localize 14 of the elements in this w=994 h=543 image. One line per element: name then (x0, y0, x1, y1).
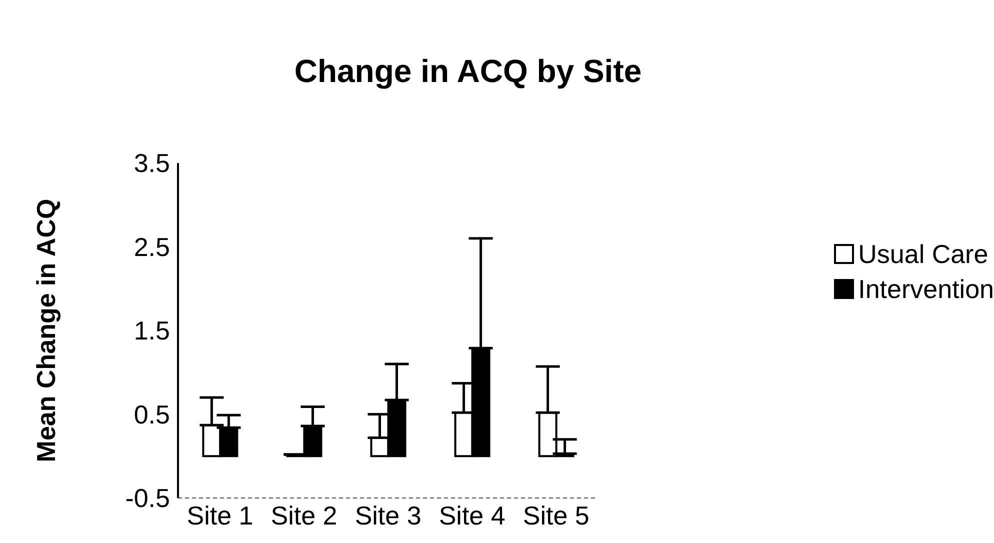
legend-label: Usual Care (858, 238, 988, 270)
x-tick-label: Site 4 (438, 500, 506, 530)
x-tick-label: Site 5 (522, 500, 590, 530)
y-tick-label: -0.5 (125, 483, 170, 514)
x-tick-label: Site 2 (270, 500, 338, 530)
legend-label: Intervention (858, 274, 994, 304)
y-tick-label: 0.5 (134, 399, 170, 430)
y-tick-label: 3.5 (134, 148, 170, 178)
y-tick-label: 1.5 (134, 316, 170, 346)
y-axis-title: Mean Change in ACQ (31, 198, 62, 462)
x-tick-label: Site 3 (354, 500, 422, 530)
x-tick-label: Site 1 (186, 500, 254, 530)
y-tick-label: 2.5 (134, 232, 170, 262)
chart-title: Change in ACQ by Site (293, 53, 643, 90)
